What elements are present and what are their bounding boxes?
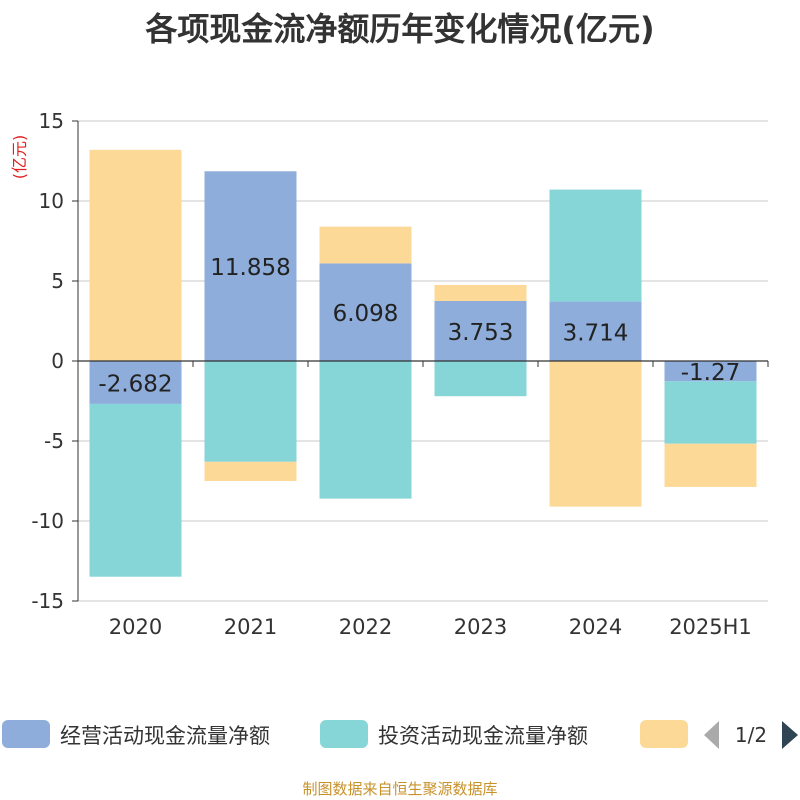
bar-segment-3-2025H1 — [664, 443, 757, 487]
x-category-label: 2024 — [569, 615, 622, 639]
legend-label-2: 投资活动现金流量净额 — [378, 724, 588, 748]
bar-segment-3-2021 — [204, 461, 297, 481]
data-label: 3.753 — [448, 320, 514, 346]
bar-segment-3-2022 — [319, 226, 412, 264]
data-label: 11.858 — [210, 255, 290, 281]
y-tick-label: 15 — [39, 109, 64, 133]
bar-segment-2-2020 — [89, 403, 182, 577]
bar-segment-2-2022 — [319, 361, 412, 499]
bar-segment-2-2021 — [204, 361, 297, 462]
chart-title: 各项现金流净额历年变化情况(亿元) — [145, 10, 655, 48]
data-label: 6.098 — [333, 301, 399, 327]
bar-segment-2-2025H1 — [664, 381, 757, 444]
x-category-label: 2025H1 — [669, 615, 752, 639]
y-tick-label: -5 — [44, 429, 64, 453]
y-tick-label: -15 — [31, 589, 64, 613]
y-tick-label: 0 — [51, 349, 64, 373]
bar-segment-1-2025H1 — [664, 361, 757, 382]
y-tick-label: 5 — [51, 269, 64, 293]
legend-label-1: 经营活动现金流量净额 — [60, 724, 270, 748]
bar-segment-3-2024 — [549, 361, 642, 507]
x-category-label: 2021 — [224, 615, 277, 639]
y-tick-label: 10 — [39, 189, 64, 213]
data-label: -2.682 — [98, 371, 172, 397]
legend-swatch-2 — [320, 720, 368, 748]
bar-segment-3-2023 — [434, 284, 527, 301]
legend-page-indicator: 1/2 — [735, 723, 767, 747]
bar-segment-2-2024 — [549, 189, 642, 302]
bar-segment-1-2020 — [89, 361, 182, 404]
x-category-label: 2022 — [339, 615, 392, 639]
bar-segment-1-2021 — [204, 171, 297, 361]
legend-prev-arrow-icon[interactable] — [704, 721, 719, 749]
bar-segment-1-2024 — [549, 301, 642, 361]
bar-segment-3-2020 — [89, 149, 182, 361]
legend-next-arrow-icon[interactable] — [782, 721, 798, 749]
x-category-label: 2020 — [109, 615, 162, 639]
bar-segment-2-2023 — [434, 361, 527, 397]
data-source-note: 制图数据来自恒生聚源数据库 — [302, 780, 498, 798]
legend-swatch-3 — [640, 720, 688, 748]
y-tick-label: -10 — [31, 509, 64, 533]
legend-swatch-1 — [2, 720, 50, 748]
x-category-label: 2023 — [454, 615, 507, 639]
data-label: 3.714 — [563, 320, 629, 346]
bar-segment-1-2022 — [319, 263, 412, 361]
bar-segment-1-2023 — [434, 300, 527, 361]
